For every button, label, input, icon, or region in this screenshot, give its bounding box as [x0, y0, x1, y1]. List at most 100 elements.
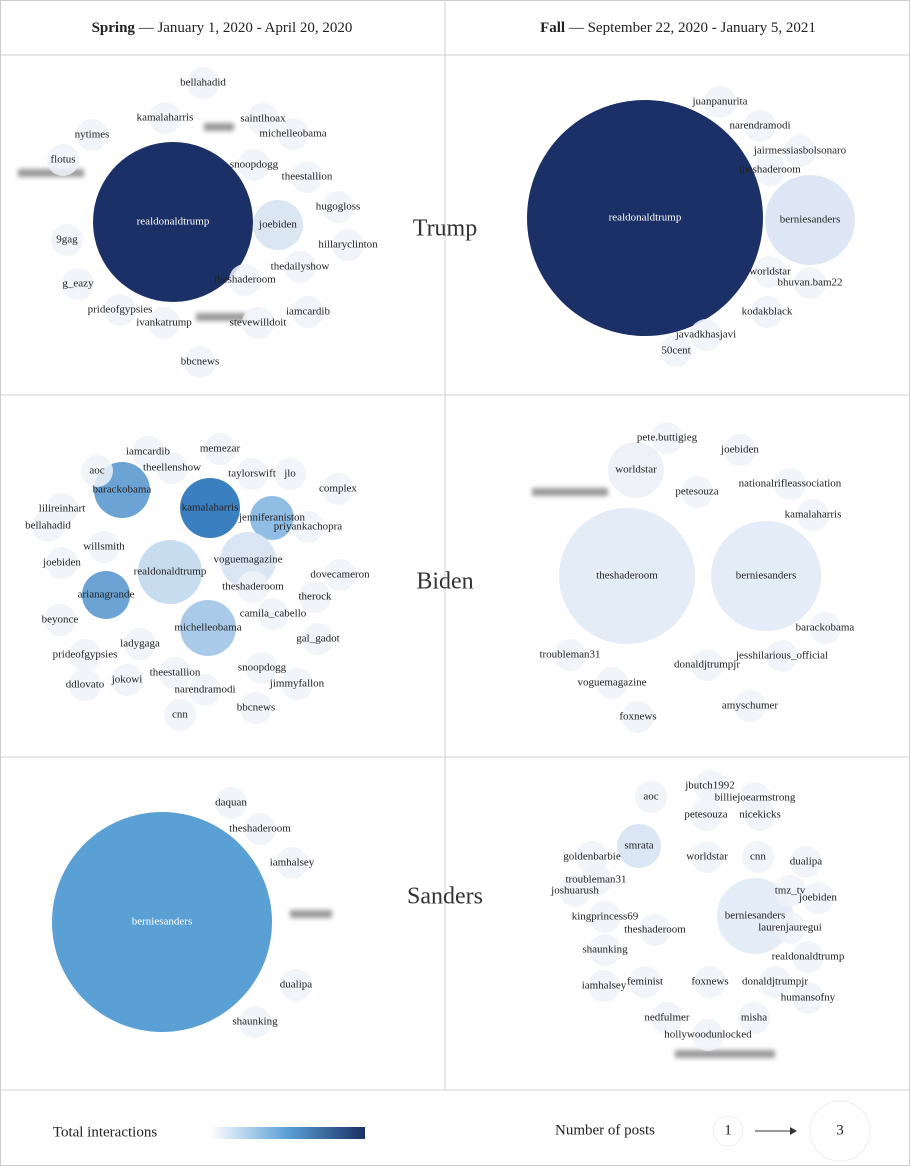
bubble — [694, 770, 726, 802]
bubble — [766, 640, 798, 672]
bubble — [246, 652, 278, 684]
bubble-label: michelleobama — [259, 128, 326, 140]
bubble-label: kodakblack — [742, 306, 793, 318]
bubble — [156, 452, 188, 484]
bubble — [324, 559, 356, 591]
bubble-label: jimmyfallon — [269, 678, 325, 690]
bubble-label: smrata — [624, 840, 653, 852]
bubble-label: dualipa — [280, 979, 312, 991]
bubble-label: joebiden — [720, 444, 759, 456]
bubble-label: worldstar — [686, 851, 728, 863]
bubble-label: 9gag — [56, 234, 78, 246]
bubble-label: saintlhoax — [240, 113, 286, 125]
column-header: Fall — September 22, 2020 - January 5, 2… — [540, 20, 816, 36]
bubble — [239, 1006, 271, 1038]
bubble-label: jbutch1992 — [684, 780, 735, 792]
bubble — [784, 135, 816, 167]
bubble-label: pete.buttigieg — [637, 432, 698, 444]
bubble-label: snoopdogg — [238, 662, 287, 674]
bubble-label: nytimes — [75, 129, 110, 141]
bubble-label: jenniferaniston — [238, 512, 305, 524]
bubble-label: theshaderoom — [596, 570, 658, 582]
bubble — [608, 442, 664, 498]
bubble — [589, 901, 621, 933]
bubble — [276, 847, 308, 879]
bubble — [681, 476, 713, 508]
bubble — [717, 878, 793, 954]
bubble — [32, 510, 64, 542]
bubble — [149, 102, 181, 134]
bubble — [651, 422, 683, 454]
bubble — [802, 882, 834, 914]
bubble — [215, 787, 247, 819]
bubble-label: feminist — [627, 976, 663, 988]
bubble-label: prideofgypsies — [88, 304, 153, 316]
bubble-label: willsmith — [83, 541, 125, 553]
bubble-label: joshuarush — [550, 885, 599, 897]
legend-label: Number of posts — [555, 1122, 655, 1138]
bubble-label: theshaderoom — [229, 823, 291, 835]
bubble — [274, 458, 306, 490]
bubble — [692, 1019, 724, 1051]
bubble — [635, 781, 667, 813]
bubble-label: tmz_tv — [775, 885, 806, 897]
bubble — [790, 846, 822, 878]
bubble-label: flotus — [50, 154, 75, 166]
size-max: 3 — [836, 1122, 844, 1138]
bubble — [302, 623, 334, 655]
bubble — [253, 200, 303, 250]
bubble-label: theshaderoom — [739, 164, 801, 176]
bubble-label: worldstar — [749, 266, 791, 278]
bubble-label: berniesanders — [780, 214, 840, 226]
bubble-label: billiejoearmstrong — [715, 792, 796, 804]
bubble-label: beyonce — [42, 614, 79, 626]
bubble — [765, 175, 855, 265]
bubble-label: hollywoodunlocked — [664, 1029, 752, 1041]
bubble — [629, 966, 661, 998]
bubble — [734, 690, 766, 722]
bubble — [229, 264, 261, 296]
bubbles: realdonaldtrump joebiden bellahadid kamalah… — [25, 67, 855, 1051]
bubble-label: jlo — [283, 468, 296, 480]
size-min: 1 — [724, 1122, 732, 1138]
bubble — [554, 639, 586, 671]
bubble — [244, 813, 276, 845]
bubble-label: therock — [299, 591, 332, 603]
bubble — [164, 699, 196, 731]
bubble-label: iamhalsey — [270, 857, 315, 869]
bubble-label: dualipa — [790, 856, 822, 868]
bubble — [690, 799, 722, 831]
bubble — [589, 934, 621, 966]
bubble-label: narendramodi — [729, 120, 790, 132]
bubble — [257, 598, 289, 630]
bubble-label: berniesanders — [725, 910, 785, 922]
bubble — [738, 1002, 770, 1034]
bubble-label: aoc — [89, 465, 104, 477]
bubble-label: 50cent — [661, 345, 690, 357]
bubble-label: lilireinhart — [39, 503, 85, 515]
bubble-label: troubleman31 — [565, 874, 626, 886]
bubble-label: gal_gadot — [296, 633, 339, 645]
blurred-name — [18, 123, 775, 1058]
bubble — [754, 154, 786, 186]
bubble — [617, 824, 661, 868]
bubble — [809, 612, 841, 644]
bubble — [774, 875, 806, 907]
bubble — [588, 970, 620, 1002]
bubble-label: camila_cabello — [240, 608, 307, 620]
bubble-label: narendramodi — [174, 684, 235, 696]
bubble — [694, 966, 726, 998]
bubble-label: bbcnews — [237, 702, 276, 714]
bubble-label: realdonaldtrump — [772, 951, 845, 963]
bubble — [792, 941, 824, 973]
bubble — [44, 604, 76, 636]
bubble-label: worldstar — [615, 464, 657, 476]
bubble-label: ladygaga — [120, 638, 160, 650]
bubble — [639, 914, 671, 946]
bubble — [148, 307, 180, 339]
bubble-label: voguemagazine — [213, 554, 282, 566]
bubble-label: hillaryclinton — [318, 239, 378, 251]
bubble-label: theestallion — [282, 171, 333, 183]
bubble — [794, 267, 826, 299]
